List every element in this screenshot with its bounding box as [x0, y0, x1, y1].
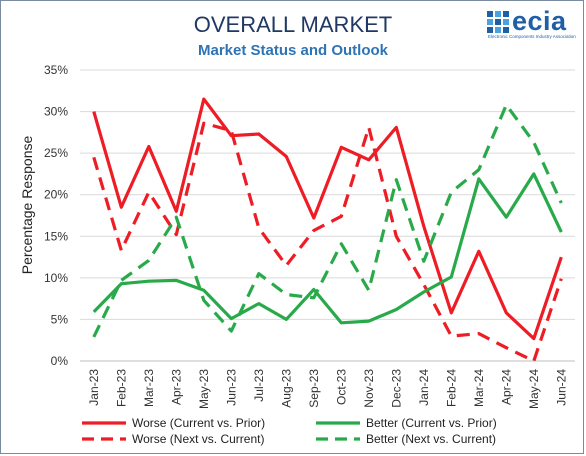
legend-label: Better (Current vs. Prior) — [366, 416, 497, 430]
x-tick-label: Aug-23 — [279, 369, 293, 408]
y-axis-ticks: 0% 5% 10% 15% 20% 25% 30% 35% — [44, 63, 68, 368]
y-tick-label: 15% — [44, 229, 68, 243]
legend: Worse (Current vs. Prior) Better (Current… — [82, 416, 497, 446]
series-lines — [92, 97, 563, 363]
y-tick-label: 5% — [51, 312, 69, 326]
x-tick-label: Apr-24 — [499, 369, 513, 405]
x-tick-label: Apr-23 — [169, 369, 183, 405]
y-tick-label: 0% — [51, 354, 69, 368]
y-tick-label: 25% — [44, 146, 68, 160]
logo-tagline: Electronic Components Industry Associati… — [488, 34, 576, 39]
legend-label: Better (Next vs. Current) — [366, 432, 496, 446]
legend-label: Worse (Next vs. Current) — [132, 432, 264, 446]
x-tick-label: Oct-23 — [334, 369, 348, 405]
chart-title: OVERALL MARKET — [193, 12, 393, 37]
x-tick-label: Feb-24 — [444, 369, 458, 407]
x-tick-label: Jan-23 — [87, 369, 101, 406]
chart-subtitle: Market Status and Outlook — [197, 42, 389, 59]
ecia-logo-icon — [487, 11, 509, 33]
y-tick-label: 20% — [44, 188, 68, 202]
x-tick-label: May-23 — [197, 369, 211, 409]
y-tick-label: 10% — [44, 271, 68, 285]
x-tick-label: Nov-23 — [362, 369, 376, 408]
series-line-3 — [92, 172, 563, 325]
x-tick-label: Sep-23 — [307, 369, 321, 408]
series-line-4 — [92, 103, 563, 338]
x-tick-label: Mar-24 — [472, 369, 486, 407]
y-axis-label: Percentage Response — [19, 136, 35, 275]
x-axis-ticks: Jan-23 Feb-23 Mar-23 Apr-23 May-23 Jun-23 Jul-… — [87, 369, 569, 409]
series-line-2 — [92, 121, 563, 363]
x-tick-label: Feb-23 — [114, 369, 128, 407]
y-tick-label: 30% — [44, 105, 68, 119]
x-tick-label: Jun-24 — [554, 369, 568, 406]
legend-label: Worse (Current vs. Prior) — [132, 416, 265, 430]
y-tick-label: 35% — [44, 63, 68, 77]
logo-text: ecia — [512, 6, 567, 36]
x-tick-label: Dec-23 — [389, 369, 403, 408]
x-tick-label: Jan-24 — [417, 369, 431, 406]
ecia-logo: ecia Electronic Components Industry Asso… — [486, 6, 582, 44]
x-tick-label: May-24 — [527, 369, 541, 409]
x-tick-label: Mar-23 — [142, 369, 156, 407]
gridlines — [80, 69, 575, 362]
x-tick-label: Jul-23 — [252, 369, 266, 402]
series-line-1 — [92, 97, 563, 341]
x-tick-label: Jun-23 — [224, 369, 238, 406]
